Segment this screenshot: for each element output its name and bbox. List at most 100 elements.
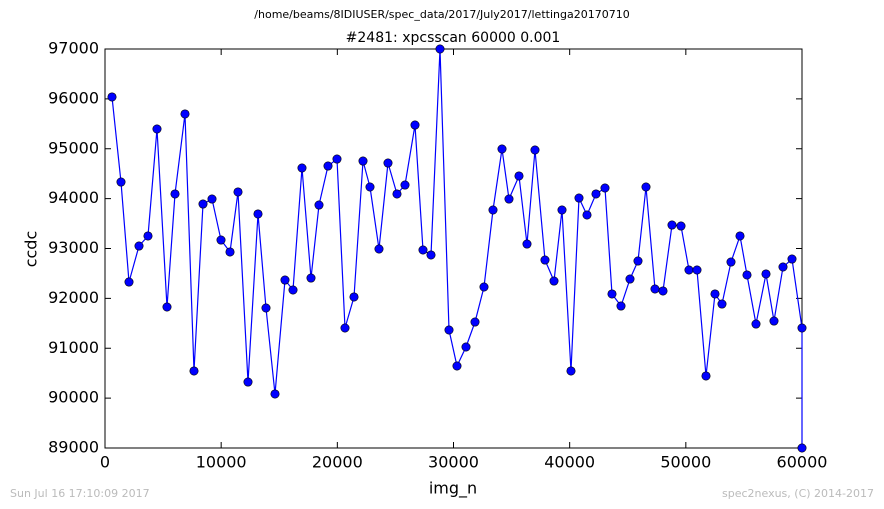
- data-point: [340, 323, 350, 333]
- data-point: [452, 361, 462, 371]
- data-point: [170, 189, 180, 199]
- x-tick-label: 0: [100, 453, 110, 472]
- data-point: [701, 371, 711, 381]
- y-tick-label: 89000: [48, 438, 99, 457]
- data-point: [522, 239, 532, 249]
- y-tick-label: 92000: [48, 288, 99, 307]
- y-tick-label: 94000: [48, 188, 99, 207]
- data-point: [435, 44, 445, 54]
- data-point: [288, 285, 298, 295]
- y-tick-label: 93000: [48, 238, 99, 257]
- y-tick-label: 97000: [48, 39, 99, 58]
- data-point: [540, 255, 550, 265]
- data-point: [216, 235, 226, 245]
- plot-frame: [104, 48, 803, 449]
- data-point: [314, 200, 324, 210]
- data-point: [751, 319, 761, 329]
- x-tick-label: 30000: [428, 453, 479, 472]
- data-point: [323, 161, 333, 171]
- data-point: [143, 231, 153, 241]
- data-point: [349, 292, 359, 302]
- data-point: [365, 182, 375, 192]
- data-point: [633, 256, 643, 266]
- y-tick-label: 91000: [48, 338, 99, 357]
- data-point: [530, 145, 540, 155]
- data-point: [641, 182, 651, 192]
- data-point: [625, 274, 635, 284]
- data-point: [574, 193, 584, 203]
- data-point: [332, 154, 342, 164]
- data-point: [116, 177, 126, 187]
- data-point: [261, 303, 271, 313]
- x-tick-label: 50000: [660, 453, 711, 472]
- data-point: [549, 276, 559, 286]
- data-point: [374, 244, 384, 254]
- data-point: [253, 209, 263, 219]
- data-point: [557, 205, 567, 215]
- data-point: [470, 317, 480, 327]
- data-point: [233, 187, 243, 197]
- data-point: [761, 269, 771, 279]
- data-point: [566, 366, 576, 376]
- data-point: [270, 389, 280, 399]
- x-tick-label: 10000: [196, 453, 247, 472]
- data-point: [162, 302, 172, 312]
- y-tick-label: 95000: [48, 138, 99, 157]
- data-point: [444, 325, 454, 335]
- y-tick-label: 96000: [48, 88, 99, 107]
- data-point: [692, 265, 702, 275]
- chart-title: #2481: xpcsscan 60000 0.001: [346, 30, 561, 46]
- data-point: [497, 144, 507, 154]
- suptitle: /home/beams/8IDIUSER/spec_data/2017/July…: [254, 8, 629, 21]
- y-tick-label: 90000: [48, 388, 99, 407]
- data-point: [207, 194, 217, 204]
- data-point: [797, 443, 807, 453]
- data-point: [514, 171, 524, 181]
- data-point: [225, 247, 235, 257]
- data-point: [180, 109, 190, 119]
- footer-right: spec2nexus, (C) 2014-2017: [722, 487, 874, 500]
- data-point: [297, 163, 307, 173]
- data-point: [479, 282, 489, 292]
- x-axis-label: img_n: [429, 479, 477, 499]
- data-point: [107, 92, 117, 102]
- data-point: [735, 231, 745, 241]
- data-point: [710, 289, 720, 299]
- data-point: [189, 366, 199, 376]
- data-point: [124, 277, 134, 287]
- data-point: [134, 241, 144, 251]
- data-point: [400, 180, 410, 190]
- data-point: [383, 158, 393, 168]
- data-point: [582, 210, 592, 220]
- data-point: [717, 299, 727, 309]
- data-point: [280, 275, 290, 285]
- data-point: [726, 257, 736, 267]
- data-point: [410, 120, 420, 130]
- data-point: [684, 265, 694, 275]
- x-tick-label: 40000: [544, 453, 595, 472]
- data-point: [600, 183, 610, 193]
- data-line: [111, 48, 803, 448]
- data-point: [787, 254, 797, 264]
- data-point: [650, 284, 660, 294]
- data-point: [778, 262, 788, 272]
- data-point: [769, 316, 779, 326]
- footer-left: Sun Jul 16 17:10:09 2017: [10, 487, 150, 500]
- data-point: [358, 156, 368, 166]
- x-tick-label: 60000: [777, 453, 828, 472]
- data-point: [667, 220, 677, 230]
- data-point: [426, 250, 436, 260]
- data-point: [306, 273, 316, 283]
- data-point: [461, 342, 471, 352]
- data-point: [676, 221, 686, 231]
- data-point: [504, 194, 514, 204]
- data-point: [418, 245, 428, 255]
- data-point: [243, 377, 253, 387]
- data-point: [152, 124, 162, 134]
- data-point: [658, 286, 668, 296]
- data-point: [198, 199, 208, 209]
- data-point: [607, 289, 617, 299]
- data-point: [591, 189, 601, 199]
- data-point: [392, 189, 402, 199]
